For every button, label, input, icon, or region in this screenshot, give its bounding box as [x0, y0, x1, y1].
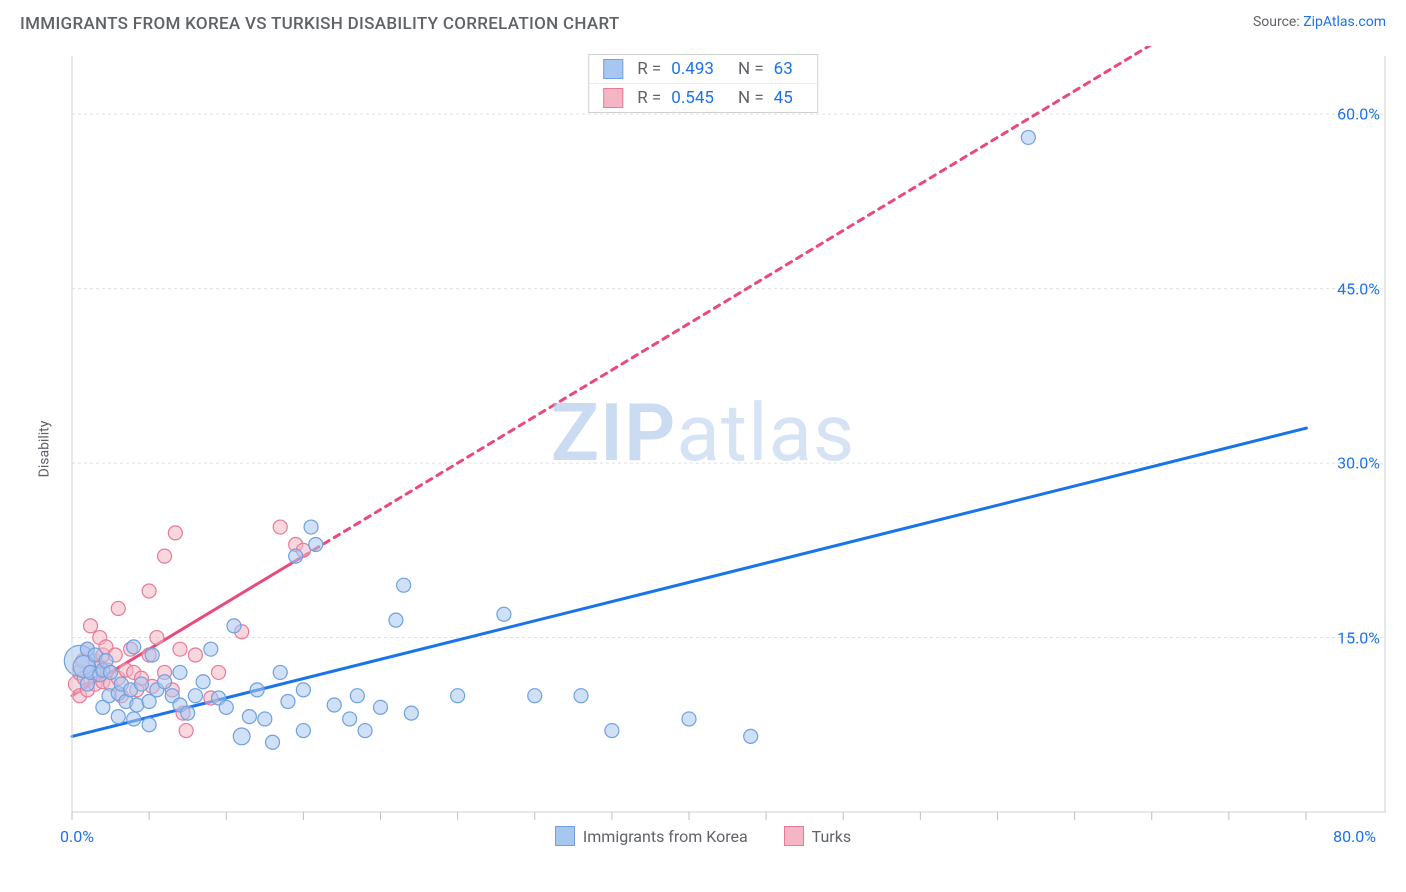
legend-item-series2: Turks — [784, 826, 851, 846]
scatter-plot — [54, 46, 1386, 852]
swatch-series2 — [603, 88, 623, 108]
bottom-legend: Immigrants from Korea Turks — [20, 826, 1386, 846]
chart-title: IMMIGRANTS FROM KOREA VS TURKISH DISABIL… — [20, 14, 620, 34]
source-link[interactable]: ZipAtlas.com — [1303, 14, 1386, 30]
legend-item-series1: Immigrants from Korea — [555, 826, 748, 846]
chart-container: Disability ZIPatlas R = 0.493 N = 63 R =… — [20, 46, 1386, 852]
y-tick-label: 45.0% — [1337, 279, 1380, 298]
stats-row-series1: R = 0.493 N = 63 — [589, 55, 817, 83]
y-axis-label: Disability — [36, 421, 52, 478]
stats-legend: R = 0.493 N = 63 R = 0.545 N = 45 — [588, 54, 818, 113]
y-tick-label: 30.0% — [1337, 454, 1380, 473]
y-tick-label: 15.0% — [1337, 628, 1380, 647]
swatch-series1 — [603, 59, 623, 79]
source-attribution: Source: ZipAtlas.com — [1253, 14, 1386, 30]
y-tick-label: 60.0% — [1337, 105, 1380, 124]
stats-row-series2: R = 0.545 N = 45 — [589, 83, 817, 112]
